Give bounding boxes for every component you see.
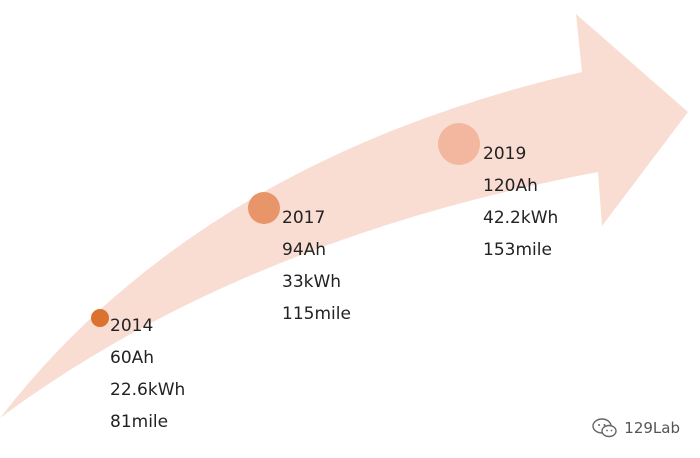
milestone-energy: 42.2kWh [483, 208, 559, 228]
milestone-2017-dot [248, 192, 280, 224]
milestone-year: 2019 [483, 144, 527, 164]
milestone-capacity: 94Ah [282, 240, 327, 260]
milestone-range: 153mile [483, 240, 552, 260]
milestone-2014: 2014 60Ah 22.6kWh 81mile [110, 310, 185, 438]
milestone-energy: 33kWh [282, 272, 342, 292]
watermark: 129Lab [592, 418, 680, 438]
milestone-range: 81mile [110, 412, 169, 432]
watermark-text: 129Lab [624, 419, 680, 437]
milestone-2019-dot [438, 123, 480, 165]
wechat-icon [592, 418, 617, 438]
milestone-year: 2017 [282, 208, 326, 228]
milestone-2014-dot [91, 309, 109, 327]
milestone-capacity: 120Ah [483, 176, 538, 196]
milestone-2019: 2019 120Ah 42.2kWh 153mile [483, 138, 558, 266]
milestone-range: 115mile [282, 304, 351, 324]
milestone-2017: 2017 94Ah 33kWh 115mile [282, 202, 351, 330]
milestone-year: 2014 [110, 316, 154, 336]
milestone-energy: 22.6kWh [110, 380, 186, 400]
milestone-capacity: 60Ah [110, 348, 155, 368]
